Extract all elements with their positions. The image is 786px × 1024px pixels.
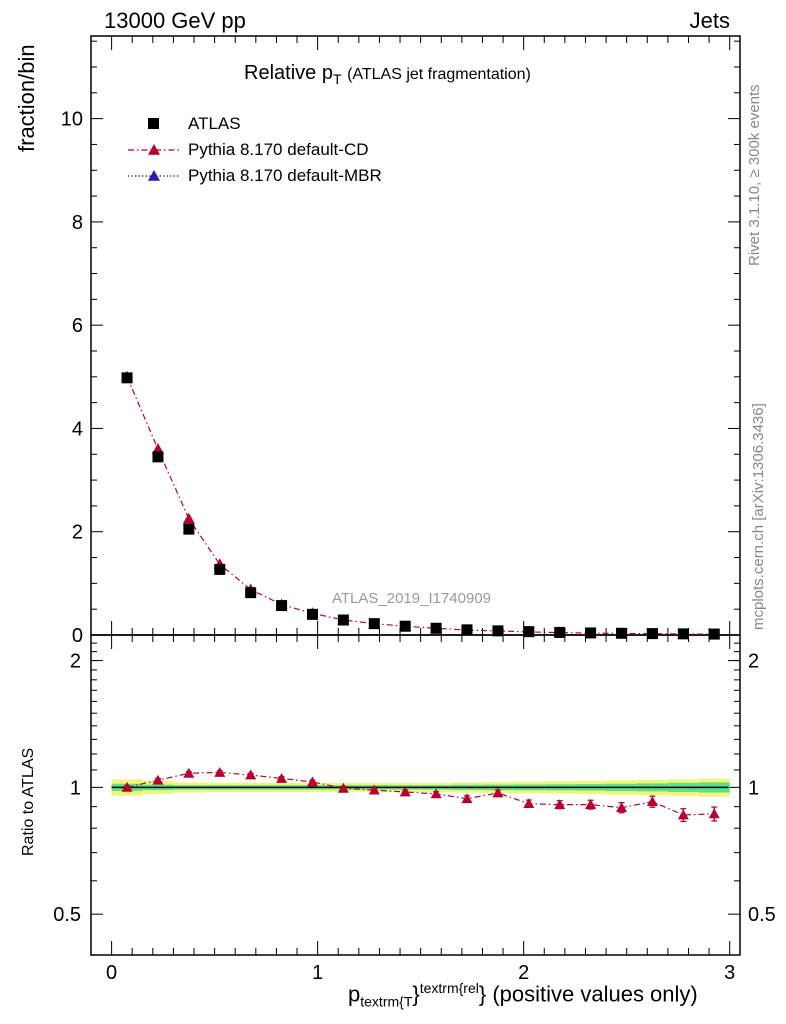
y-axis-label-ratio: Ratio to ATLAS	[20, 747, 37, 856]
ratio-point-cd	[492, 787, 504, 798]
main-y-tick-label: 10	[61, 109, 83, 131]
legend-label-atlas: ATLAS	[188, 114, 241, 133]
analysis-watermark: ATLAS_2019_I1740909	[332, 590, 492, 607]
ratio-point-cd	[337, 782, 349, 793]
x-tick-label: 0	[106, 962, 117, 984]
legend-marker-atlas	[148, 118, 159, 129]
title-detail: (ATLAS jet fragmentation)	[347, 66, 531, 83]
ratio-point-cd	[368, 784, 380, 795]
ratio-point-cd	[708, 808, 720, 819]
data-point-atlas	[368, 618, 380, 630]
ratio-point-cd	[276, 772, 288, 783]
ratio-y-tick-label: 0.5	[53, 904, 81, 926]
data-point-atlas	[677, 628, 689, 640]
x-axis-label-sub: textrm{T	[360, 993, 413, 1010]
main-y-tick-label: 0	[72, 625, 83, 647]
x-tick-label: 2	[518, 962, 529, 984]
data-point-atlas	[708, 628, 720, 640]
ratio-point-cd	[554, 799, 566, 810]
ratio-point-cd	[430, 788, 442, 799]
ratio-point-cd	[245, 769, 257, 780]
title-main: Relative p	[244, 62, 333, 84]
ratio-point-cd	[677, 809, 689, 820]
rivet-version-label: Rivet 3.1.10, ≥ 300k events	[746, 84, 763, 266]
ratio-point-cd	[214, 766, 226, 777]
data-point-atlas	[337, 614, 349, 626]
ratio-point-cd	[306, 776, 318, 787]
legend-marker-mbr	[148, 170, 160, 181]
ratio-point-cd	[121, 781, 133, 792]
header-collision-energy: 13000 GeV pp	[104, 8, 246, 33]
data-point-atlas	[585, 627, 597, 639]
x-axis-label-sup: textrm{rel	[419, 980, 479, 996]
data-point-atlas	[276, 600, 288, 612]
y-axis-label-main: fraction/bin	[14, 44, 39, 152]
data-point-atlas	[430, 622, 442, 634]
data-point-atlas	[245, 587, 257, 599]
legend-marker-cd	[148, 144, 160, 155]
ratio-point-cd	[183, 767, 195, 778]
ratio-point-cd	[646, 796, 658, 807]
ratio-point-cd	[461, 793, 473, 804]
main-y-tick-label: 8	[72, 212, 83, 234]
ratio-point-cd	[152, 774, 164, 785]
ratio-y-tick-label: 2	[70, 651, 81, 673]
data-point-cd	[182, 512, 195, 524]
chart-title: Relative pT (ATLAS jet fragmentation)	[244, 62, 531, 87]
main-y-tick-label: 4	[72, 418, 83, 440]
data-point-atlas	[461, 624, 473, 636]
ratio-point-cd	[616, 802, 628, 813]
data-point-atlas	[152, 451, 164, 463]
ratio-y-tick-label-right: 0.5	[748, 904, 776, 926]
ratio-point-cd	[399, 786, 411, 797]
x-tick-label: 3	[724, 962, 735, 984]
data-point-atlas	[183, 523, 195, 535]
data-point-atlas	[492, 625, 504, 637]
data-point-atlas	[616, 627, 628, 639]
data-point-atlas	[554, 626, 566, 638]
ratio-point-cd	[585, 799, 597, 810]
data-point-atlas	[646, 628, 658, 640]
data-point-atlas	[399, 620, 411, 632]
ratio-y-tick-label-right: 2	[748, 651, 759, 673]
ratio-line-cd	[126, 771, 715, 816]
data-point-atlas	[523, 626, 535, 638]
legend-label-mbr: Pythia 8.170 default-MBR	[188, 166, 382, 185]
main-y-tick-label: 2	[72, 522, 83, 544]
mcplots-label: mcplots.cern.ch [arXiv:1306.3436]	[750, 403, 767, 630]
ratio-y-tick-label-right: 1	[748, 777, 759, 799]
main-y-tick-label: 6	[72, 315, 83, 337]
header-process: Jets	[689, 8, 730, 33]
data-point-atlas	[306, 608, 318, 620]
legend-label-cd: Pythia 8.170 default-CD	[188, 140, 369, 159]
data-point-atlas	[121, 372, 133, 384]
data-point-cd	[151, 443, 164, 454]
x-axis-label: ptextrm{T}textrm{rel} (positive values o…	[348, 980, 698, 1010]
ratio-panel-frame	[90, 634, 741, 956]
x-axis-label-p: p	[348, 981, 361, 1007]
ratio-y-tick-label: 1	[70, 777, 81, 799]
x-tick-label: 1	[312, 962, 323, 984]
title-subscript: T	[332, 71, 342, 87]
ratio-point-cd	[523, 798, 535, 809]
data-point-atlas	[214, 563, 226, 575]
x-axis-label-suffix: } (positive values only)	[478, 981, 698, 1007]
